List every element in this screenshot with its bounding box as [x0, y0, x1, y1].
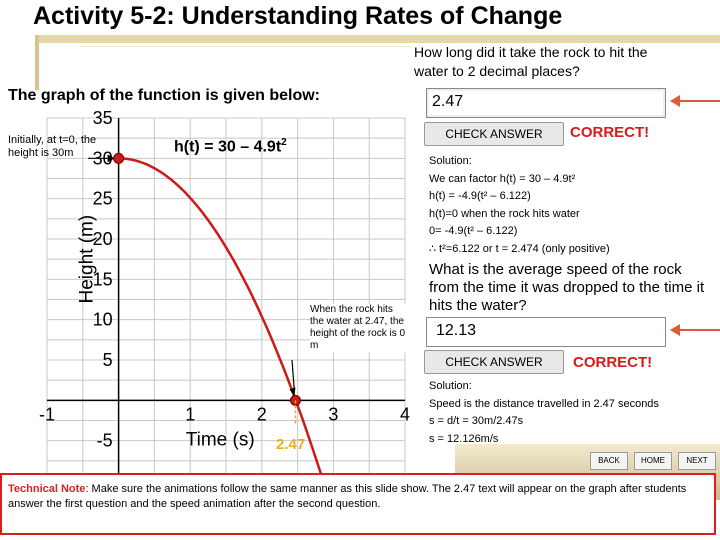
- solution-2-line: Speed is the distance travelled in 2.47 …: [429, 397, 659, 410]
- solution-2-line: s = d/t = 30m/2.47s: [429, 415, 524, 427]
- arrow-1-icon: [670, 95, 680, 107]
- x-tick-label: 4: [400, 404, 410, 424]
- arrow-1-line: [678, 100, 720, 102]
- title-underline: [35, 35, 720, 43]
- check-answer-button-2[interactable]: CHECK ANSWER: [424, 350, 564, 374]
- answer-2-value: 12.13: [436, 322, 477, 339]
- hit-pointer-head: [289, 387, 296, 397]
- y-tick-label: 5: [103, 350, 113, 370]
- y-tick-label: 35: [93, 110, 113, 128]
- arrow-2-icon: [670, 324, 680, 336]
- y-tick-label: 15: [93, 269, 113, 289]
- solution-1-line: h(t)=0 when the rock hits water: [429, 207, 580, 220]
- solution-2: Solution: Speed is the distance travelle…: [429, 378, 719, 448]
- y-tick-label: -5: [97, 431, 113, 451]
- technical-note: Technical Note: Make sure the animations…: [0, 473, 716, 535]
- title-deco-panel: [80, 46, 410, 75]
- y-tick-label: 20: [93, 229, 113, 249]
- solution-2-heading: Solution:: [429, 380, 472, 392]
- next-button[interactable]: NEXT: [678, 452, 716, 470]
- title-deco-bar: [35, 35, 39, 90]
- x-axis-label: Time (s): [186, 429, 255, 450]
- data-point: [113, 152, 125, 164]
- x-tick-label: -1: [39, 404, 55, 424]
- x-tick-label: 2: [257, 404, 267, 424]
- graph-heading: The graph of the function is given below…: [8, 87, 320, 104]
- back-button[interactable]: BACK: [590, 452, 628, 470]
- formula-exponent: 2: [281, 137, 287, 148]
- solution-1-line: We can factor h(t) = 30 – 4.9t²: [429, 172, 576, 185]
- water-hit-note: When the rock hits the water at 2.47, th…: [310, 304, 406, 352]
- correct-label-1: CORRECT!: [570, 124, 650, 141]
- home-button[interactable]: HOME: [634, 452, 672, 470]
- check-answer-button-1[interactable]: CHECK ANSWER: [424, 122, 564, 146]
- formula-text: h(t) = 30 – 4.9t: [174, 138, 282, 156]
- answer-2-input[interactable]: [426, 317, 666, 347]
- solution-1: Solution: We can factor h(t) = 30 – 4.9t…: [429, 153, 719, 258]
- page-title: Activity 5-2: Understanding Rates of Cha…: [33, 2, 563, 30]
- initial-pointer-head: [107, 154, 115, 163]
- solution-1-line: h(t) = -4.9(t² – 6.122): [429, 190, 531, 202]
- question-2: What is the average speed of the rock fr…: [429, 261, 705, 314]
- question-1: How long did it take the rock to hit the…: [414, 44, 648, 79]
- solution-1-line: ∴ t²=6.122 or t = 2.474 (only positive): [429, 242, 610, 255]
- correct-label-2: CORRECT!: [573, 354, 653, 371]
- solution-1-heading: Solution:: [429, 155, 472, 167]
- answer-1-input[interactable]: [426, 88, 666, 118]
- solution-2-line: s = 12.126m/s: [429, 432, 499, 445]
- hit-pointer: [291, 359, 296, 393]
- graph-answer-label: 2.47: [276, 436, 306, 453]
- y-tick-label: 10: [93, 310, 113, 330]
- x-tick-label: 1: [185, 404, 195, 424]
- function-formula: h(t) = 30 – 4.9t2: [174, 137, 287, 156]
- y-axis-label: Height (m): [77, 215, 98, 304]
- initial-height-note: Initially, at t=0, the height is 30m: [8, 134, 97, 159]
- solution-1-line: 0= -4.9(t² – 6.122): [429, 225, 518, 237]
- x-tick-label: 3: [328, 404, 338, 424]
- answer-1-value: 2.47: [432, 93, 464, 110]
- arrow-2-line: [678, 329, 720, 331]
- height-curve: [118, 157, 324, 481]
- y-tick-label: 25: [93, 189, 113, 209]
- technical-note-text: : Make sure the animations follow the sa…: [8, 483, 687, 510]
- technical-note-label: Technical Note: [8, 483, 86, 495]
